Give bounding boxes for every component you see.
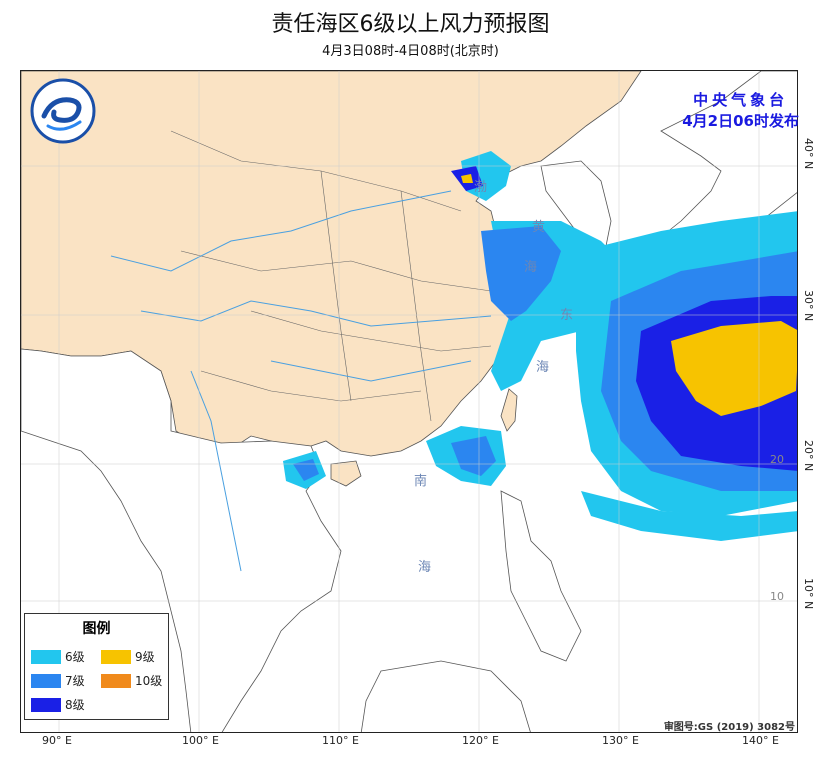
page-title: 责任海区6级以上风力预报图: [271, 12, 550, 37]
sea-label-south-1: 南: [414, 474, 428, 489]
legend-swatch: [31, 649, 61, 664]
legend-label: 7级: [65, 674, 85, 688]
legend-title: 图例: [82, 621, 111, 637]
legend-swatch: [101, 649, 131, 664]
forecast-map: [20, 70, 798, 733]
wind-zone-luzon-7: [451, 436, 496, 476]
legend-label: 9级: [135, 650, 155, 664]
wind-zone-bohai-9: [461, 174, 473, 183]
cma-logo-icon: [30, 78, 96, 144]
lat-tick: 40° N: [802, 138, 815, 170]
wind-zone-yellowsea-7: [481, 226, 561, 321]
legend-item-8: 8级: [31, 696, 85, 713]
lon-tick: 130° E: [602, 734, 639, 747]
wind-zone-east-9: [671, 321, 797, 416]
lon-tick: 110° E: [322, 734, 359, 747]
legend-label: 8级: [65, 698, 85, 712]
lon-tick: 100° E: [182, 734, 219, 747]
land-indochina: [21, 348, 342, 732]
land-taiwan: [500, 388, 518, 432]
legend-label: 10级: [135, 674, 163, 688]
lat-tick: 30° N: [802, 290, 815, 322]
legend-label: 6级: [65, 650, 85, 664]
inner-lat-label: 10: [770, 590, 784, 603]
wind-zone-tonkin-7: [293, 459, 319, 481]
legend-swatch: [31, 697, 61, 712]
boundaries: [170, 130, 492, 422]
legend-item-10: 10级: [101, 672, 162, 689]
rivers: [110, 190, 492, 572]
lon-tick: 140° E: [742, 734, 779, 747]
issuer-name: 中央气象台: [693, 91, 789, 109]
sea-label-yellow-1: 黄: [532, 220, 546, 235]
lat-tick: 10° N: [802, 578, 815, 610]
lon-tick: 120° E: [462, 734, 499, 747]
longitude-axis: 90° E 100° E 110° E 120° E 130° E 140° E: [0, 734, 821, 754]
legend-swatch: [31, 673, 61, 688]
sea-label-bohai-1: 渤: [474, 180, 488, 195]
legend-item-9: 9级: [101, 648, 155, 665]
land-philippines: [500, 490, 582, 662]
sea-label-south-2: 海: [418, 560, 432, 575]
page-subtitle: 4月3日08时-4日08时(北京时): [322, 44, 499, 59]
sea-label-east-2: 海: [536, 360, 550, 375]
inner-lat-label: 20: [770, 453, 784, 466]
land-borneo: [360, 660, 531, 732]
lat-tick: 20° N: [802, 440, 815, 472]
map-canvas: [21, 71, 797, 732]
graticule: [21, 71, 797, 732]
land-hainan: [330, 460, 362, 487]
issue-time: 4月2日06时发布: [682, 112, 799, 130]
legend-item-6: 6级: [31, 648, 85, 665]
wind-zone-south-6: [581, 491, 797, 541]
approval-number: 审图号:GS (2019) 3082号: [663, 722, 795, 733]
issuer-block: 中央气象台 4月2日06时发布: [682, 90, 799, 132]
sea-label-yellow-2: 海: [524, 260, 538, 275]
legend-swatch: [101, 673, 131, 688]
legend: 图例 6级 9级 7级 10级 8级: [24, 613, 169, 720]
sea-label-east-1: 东: [560, 308, 574, 323]
legend-item-7: 7级: [31, 672, 85, 689]
lon-tick: 90° E: [42, 734, 72, 747]
